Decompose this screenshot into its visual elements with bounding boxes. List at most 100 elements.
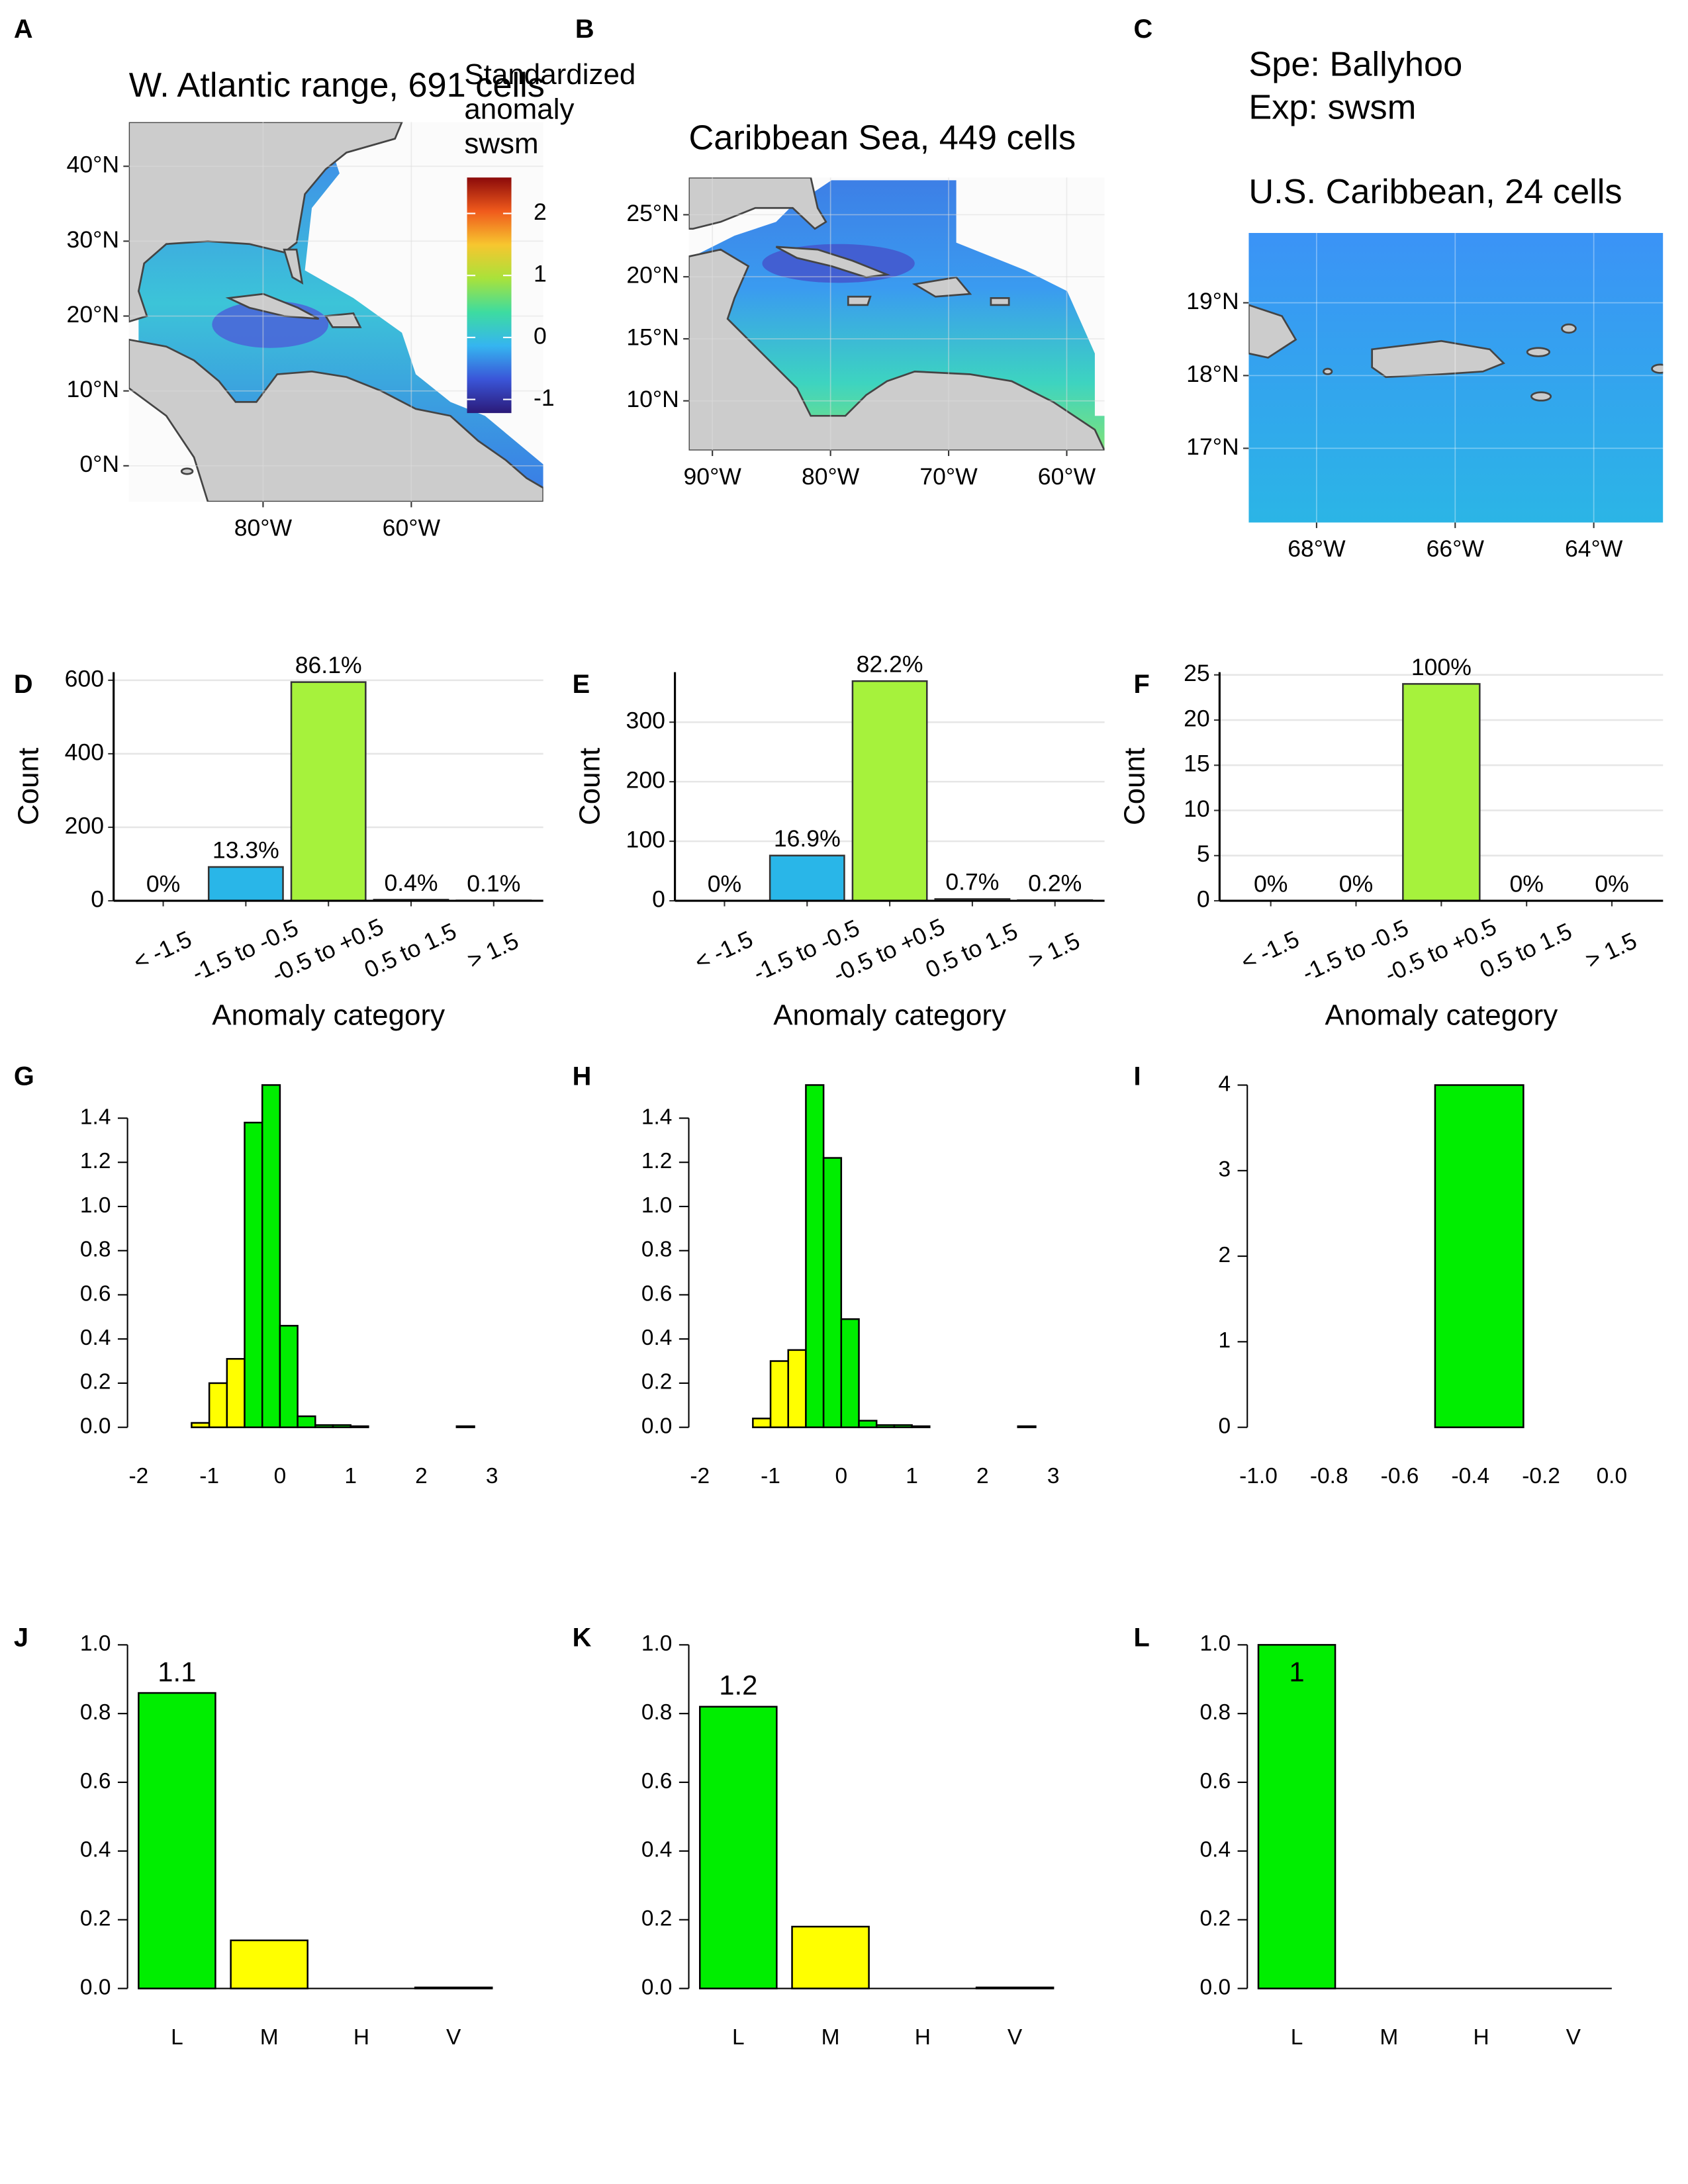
land	[1371, 340, 1505, 379]
y-tick-label: 0.8	[641, 1700, 673, 1725]
x-tick-label: -0.2	[1522, 1464, 1560, 1488]
x-tick-label: 90°W	[684, 463, 742, 490]
percent-label: 0%	[146, 870, 180, 897]
land	[128, 338, 543, 502]
y-tick-label: 1.2	[80, 1149, 111, 1173]
y-tick-label: 0.6	[641, 1281, 673, 1306]
bar	[699, 1706, 778, 1989]
land	[283, 248, 304, 285]
percent-label: 86.1%	[295, 652, 362, 678]
y-tick-label: 1.0	[80, 1631, 111, 1656]
land	[990, 297, 1010, 306]
histogram-bar	[244, 1121, 263, 1428]
y-axis-label: Count	[1118, 748, 1150, 825]
y-tick-label: 0.8	[1200, 1700, 1231, 1725]
y-tick-label: 1.0	[641, 1631, 673, 1656]
percent-label: 0%	[708, 870, 741, 897]
percent-label: 0%	[1595, 870, 1628, 897]
bar	[769, 854, 845, 902]
y-tick-label: 0.6	[80, 1281, 111, 1306]
bar	[207, 866, 284, 902]
bar	[230, 1939, 308, 1989]
ocean-cells	[1248, 232, 1664, 523]
y-tick-label: 0.2	[80, 1370, 111, 1394]
x-tick-label: < -1.5	[1237, 926, 1303, 976]
bar	[975, 1986, 1055, 1989]
legend-tick-label: -1	[534, 385, 555, 411]
y-tick-label: 2	[1218, 1243, 1231, 1267]
y-tick-label: 400	[65, 739, 104, 765]
y-tick-label: 0.4	[80, 1838, 111, 1862]
histogram-bar	[822, 1157, 843, 1428]
y-tick-label: 25	[1184, 660, 1210, 686]
x-tick-label: 3	[1047, 1464, 1060, 1488]
x-tick-label: -1	[761, 1464, 780, 1488]
x-tick-label: 80°W	[802, 463, 860, 490]
land	[912, 276, 972, 298]
bar	[138, 1692, 216, 1989]
y-tick-label: 15	[1184, 751, 1210, 777]
histogram-bar	[752, 1418, 772, 1428]
x-tick-label: 0	[274, 1464, 287, 1488]
subtitle: Spe: Ballyhoo	[1248, 46, 1462, 84]
y-tick-label: 1.0	[1200, 1631, 1231, 1656]
histogram-bar	[226, 1357, 246, 1428]
map-title: Caribbean Sea, 449 cells	[689, 119, 1076, 158]
y-tick-label: 10	[1184, 796, 1210, 822]
y-tick-label: 100	[626, 827, 665, 853]
y-tick-label: 0.4	[641, 1326, 673, 1350]
y-tick-label: 0.0	[1200, 1975, 1231, 1999]
x-tick-label: -1	[199, 1464, 219, 1488]
histogram-bar	[191, 1422, 211, 1428]
y-tick-label: 0.4	[1200, 1838, 1231, 1862]
bar-annotation: 1.2	[719, 1670, 757, 1701]
y-tick-label: 0.0	[641, 1414, 673, 1438]
land	[688, 177, 827, 230]
x-tick-label: M	[821, 2025, 840, 2050]
x-axis-label: Anomaly category	[1325, 999, 1558, 1032]
y-tick-label: 0.8	[80, 1238, 111, 1262]
x-tick-label: 60°W	[383, 514, 441, 541]
x-tick-label: M	[1380, 2025, 1398, 2050]
y-axis-label: Count	[13, 748, 45, 825]
histogram-bar	[858, 1420, 878, 1428]
y-tick-label: 1.0	[80, 1193, 111, 1218]
bar	[791, 1925, 870, 1989]
panel-letter: E	[573, 670, 590, 699]
x-tick-label: 3	[486, 1464, 498, 1488]
y-tick-label: 10°N	[626, 386, 679, 412]
x-tick-label: > 1.5	[1025, 927, 1084, 974]
histogram-bar	[911, 1425, 931, 1428]
y-tick-label: 200	[626, 767, 665, 794]
y-tick-label: 200	[65, 812, 104, 839]
y-tick-label: 5	[1197, 841, 1210, 867]
x-tick-label: < -1.5	[129, 926, 195, 976]
land	[180, 467, 194, 475]
x-tick-label: -0.8	[1310, 1464, 1348, 1488]
y-tick-label: 0°N	[79, 451, 119, 477]
y-tick-label: 1.4	[641, 1105, 673, 1129]
legend-title: Standardized	[464, 58, 635, 91]
x-tick-label: 66°W	[1427, 535, 1485, 562]
x-tick-label: 2	[976, 1464, 989, 1488]
x-tick-label: 1	[344, 1464, 357, 1488]
x-tick-label: L	[732, 2025, 745, 2050]
legend-tick-label: 0	[534, 322, 547, 349]
y-tick-label: 0	[1218, 1414, 1231, 1438]
x-tick-label: 1	[906, 1464, 918, 1488]
percent-label: 0.2%	[1028, 870, 1082, 897]
x-tick-label: 70°W	[919, 463, 978, 490]
land	[1561, 323, 1577, 334]
percent-label: 0.7%	[945, 869, 999, 895]
histogram-bar	[805, 1084, 825, 1428]
panel-letter: I	[1134, 1062, 1141, 1091]
y-tick-label: 0.2	[80, 1907, 111, 1931]
percent-label: 100%	[1411, 654, 1472, 680]
panel-letter: F	[1134, 670, 1150, 699]
x-axis-label: Anomaly category	[773, 999, 1006, 1032]
x-tick-label: V	[446, 2025, 461, 2050]
histogram-bar	[1434, 1084, 1524, 1428]
percent-label: 0%	[1254, 870, 1288, 897]
land	[1248, 304, 1297, 359]
